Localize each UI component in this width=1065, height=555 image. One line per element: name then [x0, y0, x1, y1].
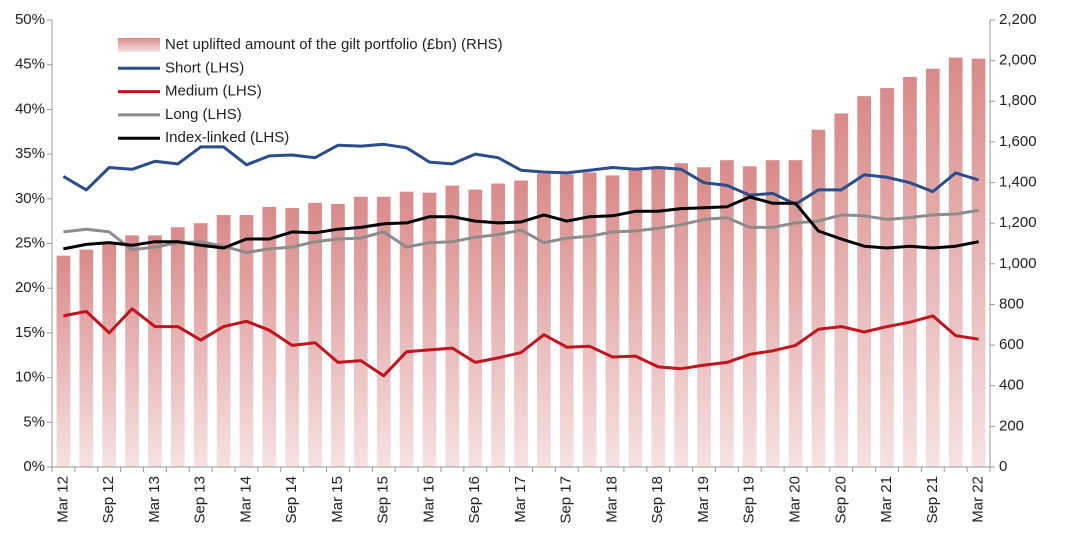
bar [193, 223, 208, 467]
x-tick-label: Sep 13 [192, 476, 209, 524]
line [62, 142, 980, 206]
x-tick-label: Mar 14 [237, 476, 254, 523]
line [63, 307, 979, 378]
bar [148, 235, 162, 467]
bar [811, 129, 826, 467]
bar [308, 202, 322, 467]
y-tick-label: 10% [15, 369, 45, 386]
bar [79, 249, 94, 467]
bar [216, 215, 231, 467]
y2-tick-label: 1,600 [999, 133, 1037, 150]
line [63, 195, 979, 251]
y2-tick-label: 800 [999, 295, 1024, 312]
bar [262, 206, 277, 467]
x-tick-label: Sep 15 [375, 476, 392, 524]
x-tick-label: Sep 20 [832, 476, 849, 524]
bar [834, 113, 849, 468]
bar [285, 207, 300, 467]
legend-label: Medium (LHS) [165, 83, 262, 100]
x-tick-label: Mar 18 [603, 476, 620, 523]
y2-tick-label: 1,400 [999, 174, 1037, 191]
x-tick-label: Mar 21 [878, 476, 895, 523]
x-tick-label: Sep 19 [741, 476, 758, 524]
legend-label: Long (LHS) [165, 106, 242, 123]
legend-swatch [118, 38, 160, 52]
bar [628, 169, 643, 468]
y-tick-label: 0% [23, 458, 45, 475]
x-tick-label: Mar 16 [420, 476, 437, 523]
y2-tick-label: 2,000 [999, 52, 1037, 69]
y-tick-label: 40% [15, 100, 45, 117]
bar [514, 180, 528, 467]
bar [56, 255, 71, 467]
x-tick-label: Sep 21 [924, 476, 941, 524]
y-tick-label: 20% [15, 279, 45, 296]
x-tick-label: Mar 15 [329, 476, 346, 523]
bar [170, 227, 185, 467]
bar [925, 68, 940, 467]
bar [102, 243, 117, 467]
y2-tick-label: 1,200 [999, 214, 1037, 231]
bar [765, 160, 780, 468]
y2-tick-label: 400 [999, 377, 1024, 394]
legend-label: Short (LHS) [165, 59, 244, 76]
bar [445, 185, 460, 467]
y2-tick-label: 1,800 [999, 92, 1037, 109]
bar [559, 174, 574, 467]
bar [125, 235, 139, 467]
x-tick-label: Sep 12 [100, 476, 117, 524]
x-tick-label: Mar 12 [54, 476, 71, 523]
x-tick-label: Sep 16 [466, 476, 483, 524]
y2-tick-label: 1,000 [999, 255, 1037, 272]
bar [742, 166, 757, 468]
x-tick-label: Mar 17 [512, 476, 529, 523]
legend-label: Net uplifted amount of the gilt portfoli… [165, 36, 503, 53]
bar [491, 183, 505, 467]
x-tick-label: Sep 14 [283, 476, 300, 524]
x-tick-label: Mar 13 [146, 476, 163, 523]
bar [422, 192, 437, 468]
x-tick-label: Sep 17 [558, 476, 575, 524]
bar [857, 96, 872, 468]
y-tick-label: 30% [15, 190, 45, 207]
bar [537, 173, 551, 467]
legend-label: Index-linked (LHS) [165, 129, 289, 146]
bar [720, 160, 734, 468]
y-tick-label: 5% [23, 413, 45, 430]
bar [605, 175, 620, 468]
bar [948, 57, 963, 468]
bar [468, 189, 483, 468]
line [63, 208, 979, 254]
bar [582, 172, 597, 468]
bar [239, 215, 254, 467]
x-tick-label: Mar 20 [787, 476, 804, 523]
y-tick-label: 35% [15, 145, 45, 162]
y-tick-label: 25% [15, 234, 45, 251]
bar [788, 160, 803, 468]
y-tick-label: 15% [15, 324, 45, 341]
x-tick-label: Mar 19 [695, 476, 712, 523]
bar [399, 191, 414, 467]
bar [353, 196, 368, 467]
y2-tick-label: 200 [999, 417, 1024, 434]
y2-tick-label: 600 [999, 336, 1024, 353]
bar [971, 58, 986, 467]
bar [376, 196, 391, 467]
y2-tick-label: 2,200 [999, 11, 1037, 28]
bar [674, 163, 689, 468]
x-tick-label: Mar 22 [970, 476, 987, 523]
y2-tick-label: 0 [999, 458, 1007, 475]
bar [880, 88, 894, 467]
bar [903, 76, 917, 468]
y-tick-label: 50% [15, 11, 45, 28]
bar [331, 203, 345, 467]
x-tick-label: Sep 18 [649, 476, 666, 524]
bar [697, 167, 711, 467]
bar [651, 166, 666, 468]
y-tick-label: 45% [15, 56, 45, 73]
